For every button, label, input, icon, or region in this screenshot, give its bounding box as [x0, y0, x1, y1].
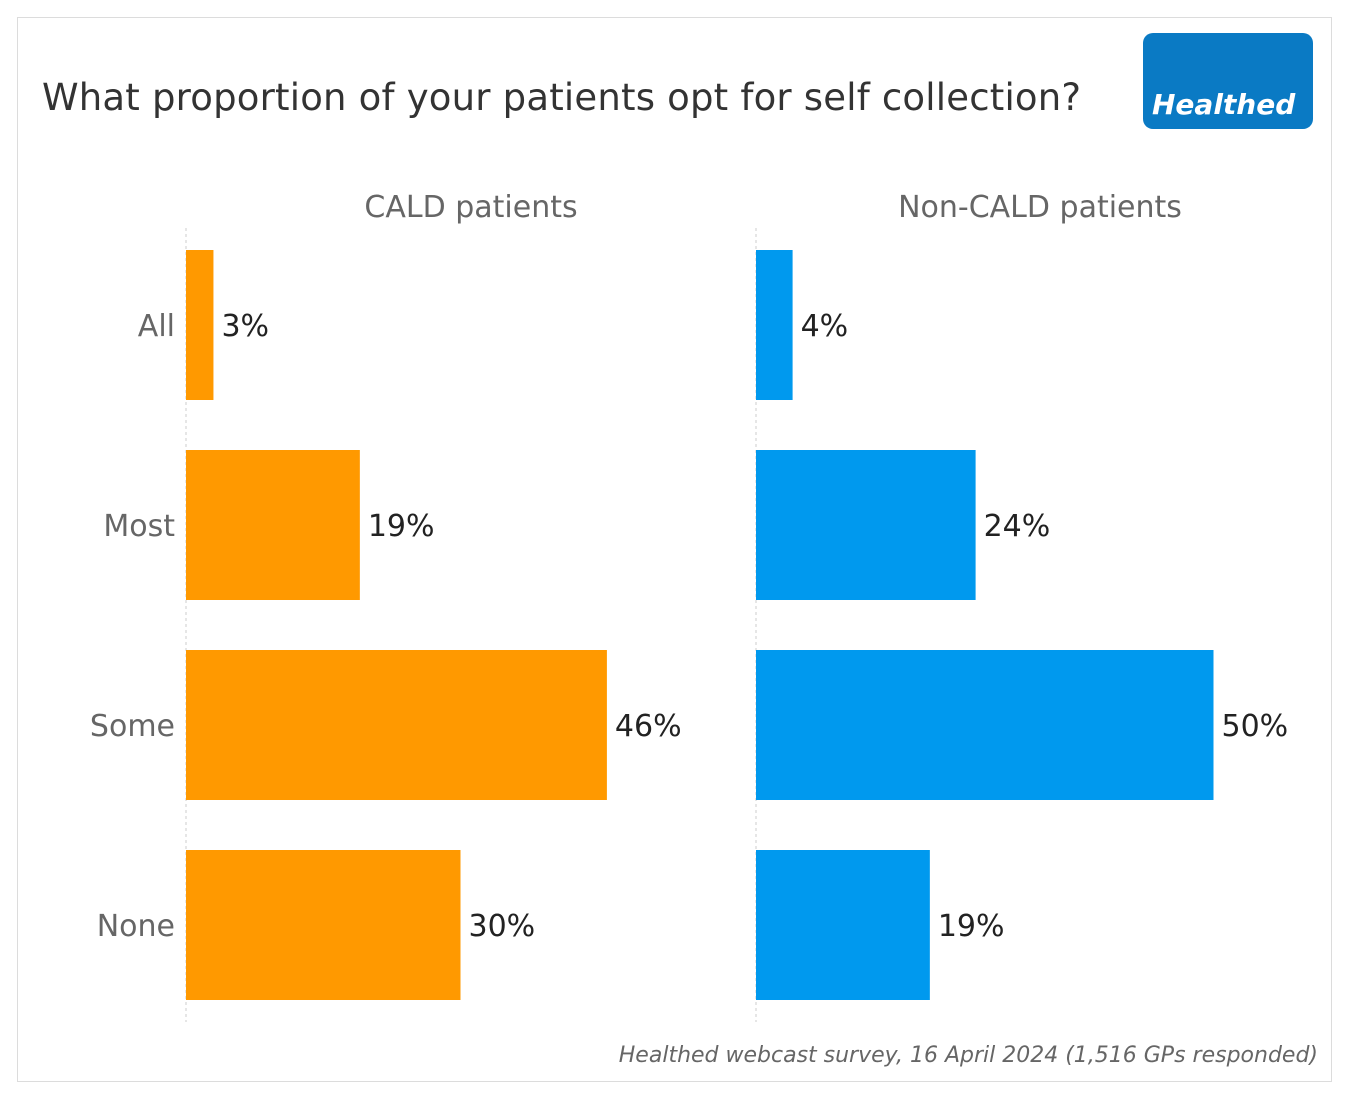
panel-header-1: Non-CALD patients	[898, 190, 1182, 225]
bar-1-some	[756, 650, 1214, 800]
category-label-all: All	[138, 309, 175, 344]
chart-frame	[17, 17, 1332, 1082]
chart-title: What proportion of your patients opt for…	[42, 76, 1082, 119]
bar-1-most	[756, 450, 976, 600]
data-label-1-some: 50%	[1222, 709, 1289, 744]
data-label-1-all: 4%	[801, 309, 849, 344]
bar-0-all	[186, 250, 214, 400]
category-label-most: Most	[103, 509, 175, 544]
bar-0-some	[186, 650, 607, 800]
category-label-some: Some	[90, 709, 175, 744]
bar-1-all	[756, 250, 793, 400]
bar-0-most	[186, 450, 360, 600]
healthed-logo	[1143, 33, 1313, 129]
data-label-0-all: 3%	[221, 309, 269, 344]
data-label-0-most: 19%	[368, 509, 435, 544]
data-label-1-none: 19%	[938, 909, 1005, 944]
bar-0-none	[186, 850, 461, 1000]
category-label-none: None	[97, 909, 175, 944]
bar-1-none	[756, 850, 930, 1000]
source-note: Healthed webcast survey, 16 April 2024 (…	[618, 1043, 1318, 1068]
panel-header-0: CALD patients	[364, 190, 577, 225]
data-label-0-none: 30%	[469, 909, 536, 944]
data-label-1-most: 24%	[984, 509, 1051, 544]
data-label-0-some: 46%	[615, 709, 682, 744]
logo-text: Healthed	[1152, 88, 1296, 121]
